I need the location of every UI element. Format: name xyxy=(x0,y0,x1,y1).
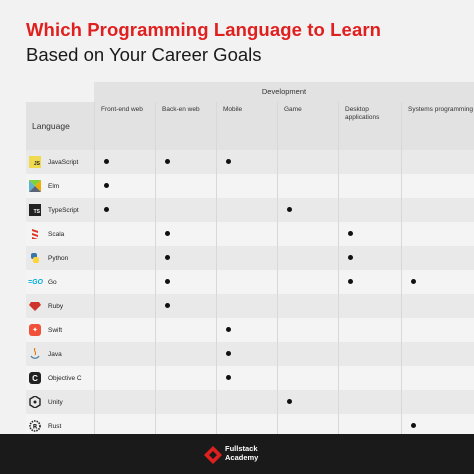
table-row: Python xyxy=(26,246,474,270)
language-name: Swift xyxy=(48,326,63,334)
checkmark-dot-icon xyxy=(165,255,170,260)
column-divider xyxy=(277,102,278,438)
checkmark-dot-icon xyxy=(226,159,231,164)
typescript-logo-icon: TS xyxy=(29,204,41,216)
column-divider xyxy=(155,102,156,438)
language-cell: R Rust xyxy=(26,414,94,438)
svg-text:R: R xyxy=(33,424,38,431)
ruby-logo-icon xyxy=(29,300,41,312)
column-header-systems-programming: Systems programming xyxy=(401,102,474,150)
checkmark-dot-icon xyxy=(226,327,231,332)
language-cell: Java xyxy=(26,342,94,366)
rust-logo-icon: R xyxy=(29,420,41,432)
column-header-desktop-applications: Desktop applications xyxy=(338,102,401,150)
language-name: TypeScript xyxy=(48,206,79,214)
language-name: Java xyxy=(48,350,62,358)
language-cell: =GO Go xyxy=(26,270,94,294)
scala-logo-icon xyxy=(29,228,41,240)
checkmark-dot-icon xyxy=(165,279,170,284)
language-name: JavaScript xyxy=(48,158,79,166)
elm-logo-icon xyxy=(29,180,41,192)
fullstack-academy-logo-icon xyxy=(204,446,222,464)
language-cell: C Objective C xyxy=(26,366,94,390)
python-logo-icon xyxy=(29,252,41,264)
checkmark-dot-icon xyxy=(411,423,416,428)
language-name: Python xyxy=(48,254,69,262)
language-name: Elm xyxy=(48,182,60,190)
title-block: Which Programming Language to Learn Base… xyxy=(26,18,381,66)
table-row: JS JavaScript xyxy=(26,150,474,174)
language-name: Go xyxy=(48,278,57,286)
checkmark-dot-icon xyxy=(287,399,292,404)
checkmark-dot-icon xyxy=(348,255,353,260)
objective-c-logo-icon: C xyxy=(29,372,41,384)
column-divider xyxy=(338,102,339,438)
javascript-logo-icon: JS xyxy=(29,156,41,168)
checkmark-dot-icon xyxy=(287,207,292,212)
table-row: =GO Go xyxy=(26,270,474,294)
table-row: C Objective C xyxy=(26,366,474,390)
column-divider xyxy=(94,102,95,438)
checkmark-dot-icon xyxy=(165,159,170,164)
page-title: Which Programming Language to Learn xyxy=(26,19,382,40)
table-row: Scala xyxy=(26,222,474,246)
language-cell: Python xyxy=(26,246,94,270)
footer-brand-line1: Fullstack xyxy=(225,444,258,453)
language-name: Objective C xyxy=(48,374,82,382)
language-cell: ✦ Swift xyxy=(26,318,94,342)
unity-logo-icon xyxy=(29,396,41,408)
footer-brand-line2: Academy xyxy=(225,453,259,462)
table-row: Ruby xyxy=(26,294,474,318)
table-row: Unity xyxy=(26,390,474,414)
column-header-back-en-web: Back-en web xyxy=(155,102,216,150)
language-name: Scala xyxy=(48,230,65,238)
checkmark-dot-icon xyxy=(411,279,416,284)
language-cell: JS JavaScript xyxy=(26,150,94,174)
table-row: Java xyxy=(26,342,474,366)
language-column-header: Language xyxy=(26,102,94,150)
table-row: TS TypeScript xyxy=(26,198,474,222)
footer-bar xyxy=(0,434,474,474)
checkmark-dot-icon xyxy=(226,351,231,356)
language-name: Unity xyxy=(48,398,63,406)
checkmark-dot-icon xyxy=(348,279,353,284)
table-row: ✦ Swift xyxy=(26,318,474,342)
column-divider xyxy=(216,102,217,438)
swift-logo-icon: ✦ xyxy=(29,324,41,336)
language-cell: Ruby xyxy=(26,294,94,318)
checkmark-dot-icon xyxy=(348,231,353,236)
language-cell: Elm xyxy=(26,174,94,198)
language-name: Rust xyxy=(48,422,62,430)
language-cell: Scala xyxy=(26,222,94,246)
table-row: Elm xyxy=(26,174,474,198)
go-logo-icon: =GO xyxy=(28,278,43,286)
language-name: Ruby xyxy=(48,302,64,310)
language-cell: Unity xyxy=(26,390,94,414)
checkmark-dot-icon xyxy=(165,231,170,236)
checkmark-dot-icon xyxy=(226,375,231,380)
column-divider xyxy=(401,102,402,438)
page-subtitle: Based on Your Career Goals xyxy=(26,44,262,65)
column-header-front-end-web: Front-end web xyxy=(94,102,155,150)
checkmark-dot-icon xyxy=(104,159,109,164)
footer-brand: Fullstack Academy xyxy=(225,444,258,462)
column-header-mobile: Mobile xyxy=(216,102,277,150)
language-cell: TS TypeScript xyxy=(26,198,94,222)
checkmark-dot-icon xyxy=(104,183,109,188)
column-header-game: Game xyxy=(277,102,338,150)
development-group-header: Development xyxy=(94,82,474,102)
checkmark-dot-icon xyxy=(104,207,109,212)
java-logo-icon xyxy=(29,348,41,360)
checkmark-dot-icon xyxy=(165,303,170,308)
